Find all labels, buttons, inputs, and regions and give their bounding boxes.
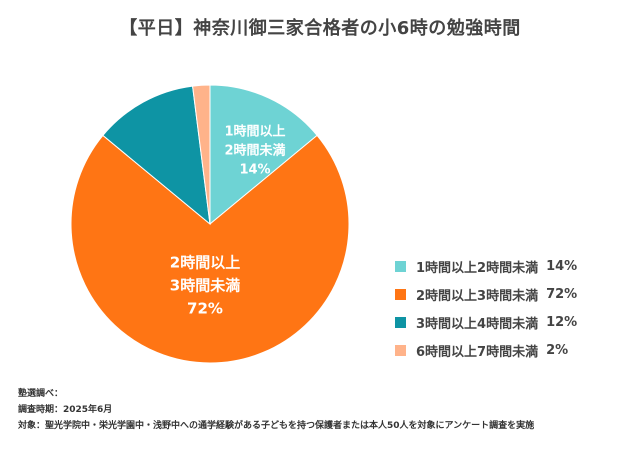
- footnote-source: 塾選調べ：: [18, 389, 64, 399]
- legend-item: 1時間以上2時間未満 14%: [395, 258, 578, 276]
- pie-slice: [209, 84, 318, 226]
- legend-value: 72%: [546, 286, 578, 302]
- legend-value: 2%: [546, 342, 569, 358]
- legend-label: 6時間以上7時間未満: [416, 344, 539, 360]
- footnote: 塾選調べ： 調査時期：2025年6月 対象：聖光学院中・栄光学園中・浅野中への通…: [18, 386, 534, 434]
- pie-slice: [192, 84, 211, 225]
- legend-label: 2時間以上3時間未満: [416, 288, 539, 304]
- pie-slice: [102, 85, 211, 226]
- legend-item: 2時間以上3時間未満 72%: [395, 286, 578, 304]
- slice-label: 1時間以上: [224, 124, 285, 140]
- pie-slice: [70, 134, 350, 364]
- legend-swatch: [395, 316, 406, 328]
- footnote-period: 調査時期：2025年6月: [18, 405, 113, 415]
- slice-label: 2時間未満: [224, 143, 285, 159]
- slice-label: 3時間未満: [170, 276, 240, 294]
- legend-item: 3時間以上4時間未満 12%: [395, 314, 578, 332]
- legend-swatch: [395, 344, 406, 356]
- legend: 1時間以上2時間未満 14% 2時間以上3時間未満 72% 3時間以上4時間未満…: [395, 258, 578, 360]
- legend-value: 12%: [546, 314, 578, 330]
- chart-title: 【平日】神奈川御三家合格者の小6時の勉強時間: [119, 18, 521, 39]
- slice-label: 72%: [187, 299, 223, 317]
- slice-label: 14%: [239, 163, 270, 178]
- legend-item: 6時間以上7時間未満 2%: [395, 342, 577, 360]
- legend-swatch: [395, 288, 406, 300]
- slice-label: 2時間以上: [170, 253, 240, 271]
- legend-swatch: [395, 260, 406, 272]
- legend-label: 1時間以上2時間未満: [416, 260, 539, 276]
- legend-value: 14%: [546, 258, 578, 274]
- footnote-target: 対象：聖光学院中・栄光学園中・浅野中への通学経験がある子どもを持つ保護者または本…: [18, 421, 535, 431]
- legend-label: 3時間以上4時間未満: [416, 316, 539, 332]
